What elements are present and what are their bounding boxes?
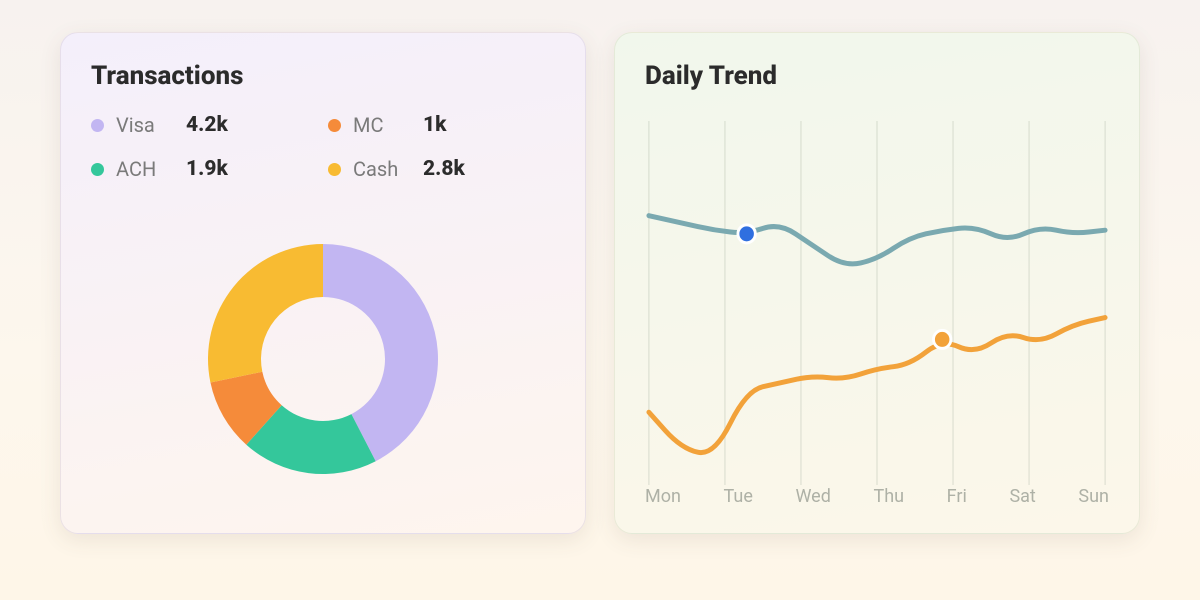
trend-x-axis: Mon Tue Wed Thu Fri Sat Sun — [645, 486, 1109, 507]
axis-label: Tue — [724, 486, 753, 507]
legend-label: Cash — [353, 157, 411, 181]
legend-item-ach: ACH 1.9k — [91, 157, 318, 181]
legend-label: Visa — [116, 113, 174, 137]
transactions-card: Transactions Visa 4.2k MC 1k ACH 1.9k Ca… — [60, 32, 586, 534]
legend-value: 1.9k — [186, 157, 228, 181]
axis-label: Wed — [795, 486, 830, 507]
donut-slice-cash — [208, 244, 323, 383]
axis-label: Thu — [873, 486, 904, 507]
donut-chart — [91, 209, 555, 509]
legend-dot-icon — [91, 119, 104, 132]
axis-label: Mon — [645, 486, 681, 507]
legend-item-visa: Visa 4.2k — [91, 113, 318, 137]
legend-item-mc: MC 1k — [328, 113, 555, 137]
legend-dot-icon — [328, 163, 341, 176]
trend-chart — [645, 113, 1109, 493]
legend-value: 1k — [423, 113, 446, 137]
trend-marker-series-a — [738, 225, 755, 243]
legend-dot-icon — [91, 163, 104, 176]
axis-label: Sun — [1078, 486, 1109, 507]
axis-label: Sat — [1009, 486, 1035, 507]
transactions-legend: Visa 4.2k MC 1k ACH 1.9k Cash 2.8k — [91, 113, 555, 181]
axis-label: Fri — [947, 486, 967, 507]
daily-trend-card: Daily Trend Mon Tue Wed Thu Fri Sat Sun — [614, 32, 1140, 534]
legend-label: ACH — [116, 157, 174, 181]
legend-label: MC — [353, 113, 411, 137]
legend-dot-icon — [328, 119, 341, 132]
trend-marker-series-b — [933, 330, 950, 348]
daily-trend-title: Daily Trend — [645, 61, 1109, 91]
legend-item-cash: Cash 2.8k — [328, 157, 555, 181]
transactions-title: Transactions — [91, 61, 555, 91]
legend-value: 4.2k — [186, 113, 228, 137]
legend-value: 2.8k — [423, 157, 465, 181]
